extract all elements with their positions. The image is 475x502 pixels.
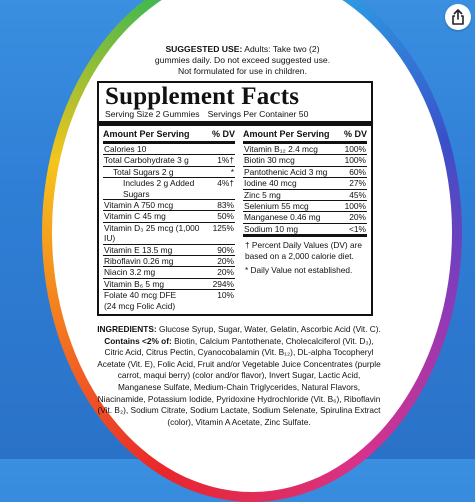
nutrient-dv: 20%: [217, 256, 234, 267]
nutrient-name: Vitamin B₆ 5 mg: [104, 278, 165, 289]
serving-size: Serving Size 2 Gummies: [105, 109, 200, 119]
nutrient-row: Sodium 10 mg <1%: [243, 223, 367, 238]
nutrient-dv: 100%: [344, 201, 366, 212]
nutrient-row: Includes 2 g Added Sugars 4%†: [103, 178, 235, 201]
nutrient-dv: 100%: [344, 155, 366, 166]
nutrient-row: Manganese 0.46 mg 20%: [243, 212, 367, 224]
nutrient-dv: *: [230, 166, 234, 177]
servings-per-container: Servings Per Container 50: [207, 109, 309, 119]
nutrient-name: Total Sugars 2 g: [113, 166, 174, 177]
nutrient-row: Vitamin A 750 mcg 83%: [103, 200, 235, 212]
share-button[interactable]: [445, 4, 471, 30]
footnote-percent-dv: † Percent Daily Values (DV) are based on…: [245, 240, 362, 261]
nutrient-row: Vitamin D₃ 25 mcg (1,000 IU) 125%: [103, 223, 235, 245]
amount-header: Amount Per Serving: [103, 129, 190, 139]
right-column: Amount Per Serving % DV Vitamin B₁₂ 2.4 …: [243, 126, 367, 311]
nutrient-row: Riboflavin 0.26 mg 20%: [103, 256, 235, 268]
ingredients-label: INGREDIENTS:: [97, 324, 157, 334]
nutrient-name: Manganese 0.46 mg: [244, 212, 321, 223]
ingredients: INGREDIENTS: Glucose Syrup, Sugar, Water…: [96, 324, 382, 428]
nutrient-row: Pantothenic Acid 3 mg 60%: [243, 166, 367, 179]
dv-header: % DV: [343, 129, 367, 139]
nutrient-row: Total Carbohydrate 3 g 1%†: [103, 155, 235, 167]
serving-info: Serving Size 2 Gummies Servings Per Conta…: [99, 109, 371, 126]
nutrient-dv: 83%: [217, 200, 234, 211]
ingredients-minor: Biotin, Calcium Pantothenate, Cholecalci…: [97, 335, 381, 427]
nutrient-dv: 45%: [349, 189, 366, 200]
contains-label: Contains <2% of:: [104, 335, 172, 346]
amount-header: Amount Per Serving: [243, 129, 330, 139]
nutrient-row: Vitamin B₆ 5 mg 294%: [103, 278, 235, 291]
nutrient-dv: 60%: [349, 166, 366, 177]
nutrient-dv: 1%†: [217, 155, 234, 166]
nutrient-row: Calories 10: [103, 144, 235, 156]
footnote-daily-value: * Daily Value not established.: [245, 265, 353, 276]
nutrient-row: Zinc 5 mg 45%: [243, 189, 367, 202]
nutrient-dv: 4%†: [217, 178, 234, 189]
suggested-use-label: SUGGESTED USE:: [165, 44, 243, 54]
nutrient-dv: 90%: [217, 244, 234, 255]
nutrient-row: Iodine 40 mcg 27%: [243, 178, 367, 190]
suggested-use-line2: gummies daily. Do not exceed suggested u…: [154, 55, 331, 65]
suggested-use-line3: Not formulated for use in children.: [178, 66, 307, 76]
nutrient-dv: 20%: [349, 212, 366, 223]
nutrient-name: Vitamin C 45 mg: [104, 211, 166, 222]
nutrient-dv: <1%: [349, 223, 366, 234]
nutrient-name: Zinc 5 mg: [244, 189, 281, 200]
nutrient-name: Iodine 40 mcg: [244, 178, 297, 189]
nutrient-name: Vitamin D₃ 25 mcg (1,000 IU): [104, 222, 200, 244]
left-column: Amount Per Serving % DV Calories 10 Tota…: [103, 126, 235, 311]
footnotes: † Percent Daily Values (DV) are based on…: [243, 237, 367, 276]
nutrient-name: Biotin 30 mcg: [244, 155, 295, 166]
nutrient-row: Niacin 3.2 mg 20%: [103, 267, 235, 279]
nutrient-row: Total Sugars 2 g *: [103, 166, 235, 179]
right-column-header: Amount Per Serving % DV: [243, 126, 367, 144]
nutrient-row: Vitamin E 13.5 mg 90%: [103, 244, 235, 257]
nutrient-row: Selenium 55 mcg 100%: [243, 201, 367, 213]
nutrient-dv: 125%: [212, 222, 234, 233]
panel-title: Supplement Facts: [105, 83, 300, 110]
nutrient-dv: 50%: [217, 211, 234, 222]
nutrient-row: Vitamin C 45 mg 50%: [103, 211, 235, 223]
nutrient-name: Calories 10: [104, 144, 147, 154]
nutrient-name: Sodium 10 mg: [244, 223, 298, 234]
nutrient-name: Riboflavin 0.26 mg: [104, 256, 174, 267]
nutrient-name: Niacin 3.2 mg: [104, 267, 156, 278]
share-icon: [452, 9, 464, 25]
nutrient-row: Folate 40 mcg DFE (24 mcg Folic Acid) 10%: [103, 290, 235, 311]
suggested-use: SUGGESTED USE: Adults: Take two (2) gumm…: [120, 44, 365, 77]
nutrient-dv: 20%: [217, 267, 234, 278]
nutrient-dv: 100%: [344, 144, 366, 154]
nutrient-row: Biotin 30 mcg 100%: [243, 155, 367, 167]
nutrient-name: Folate 40 mcg DFE (24 mcg Folic Acid): [104, 290, 177, 311]
nutrient-dv: 27%: [349, 178, 366, 189]
supplement-facts-panel: Supplement Facts Serving Size 2 Gummies S…: [97, 81, 373, 316]
nutrient-name: Vitamin E 13.5 mg: [104, 244, 173, 255]
nutrient-name: Total Carbohydrate 3 g: [104, 155, 189, 166]
dv-header: % DV: [211, 129, 235, 139]
ingredients-main: Glucose Syrup, Sugar, Water, Gelatin, As…: [158, 324, 381, 334]
nutrient-name: Pantothenic Acid 3 mg: [244, 166, 328, 177]
nutrient-name: Vitamin B₁₂ 2.4 mcg: [244, 144, 318, 154]
nutrient-name: Vitamin A 750 mcg: [104, 200, 174, 211]
left-column-header: Amount Per Serving % DV: [103, 126, 235, 144]
nutrient-name: Selenium 55 mcg: [244, 201, 309, 212]
nutrient-dv: 294%: [212, 278, 234, 289]
nutrient-name: Includes 2 g Added Sugars: [123, 178, 195, 199]
nutrient-row: Vitamin B₁₂ 2.4 mcg 100%: [243, 144, 367, 156]
suggested-use-line1: Adults: Take two (2): [244, 44, 320, 54]
nutrient-dv: 10%: [217, 290, 234, 301]
